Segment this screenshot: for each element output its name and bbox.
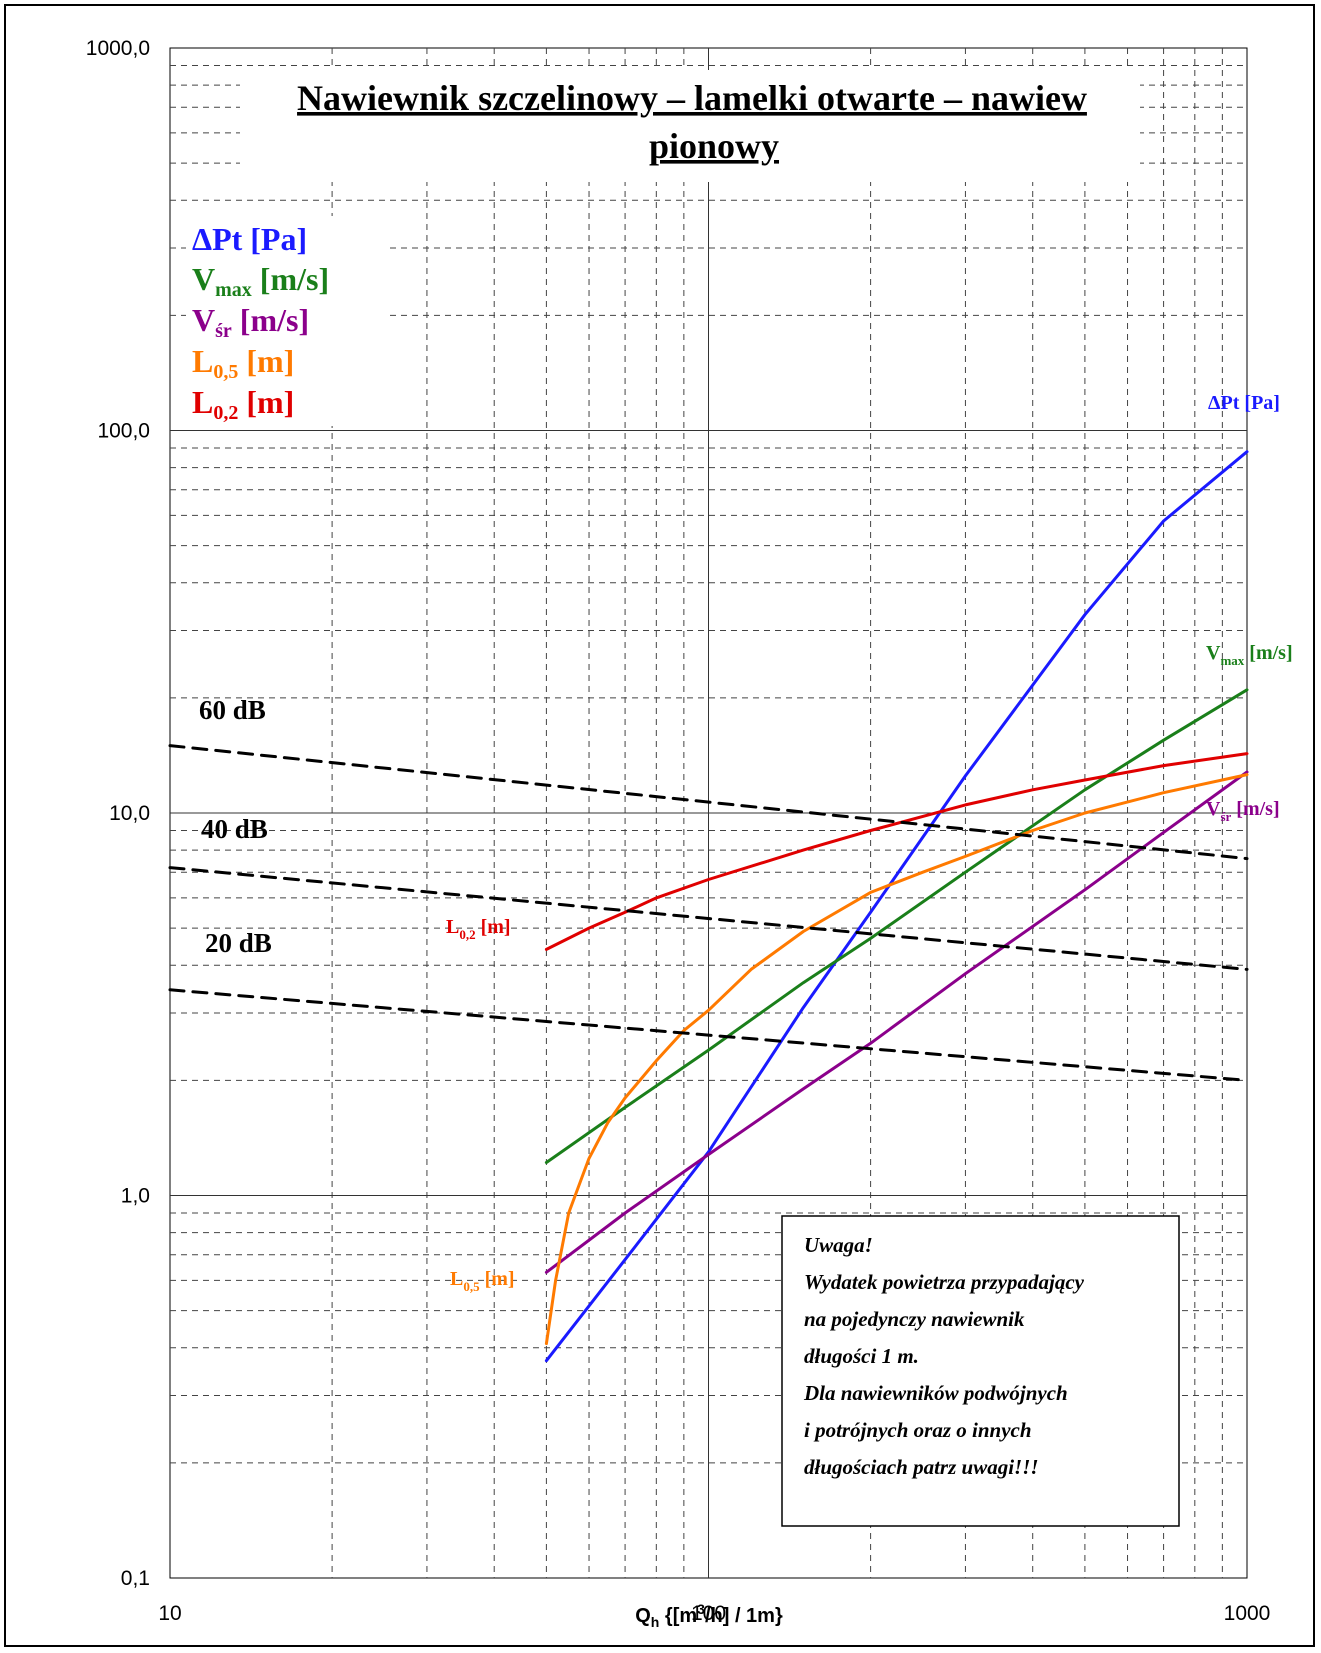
legend-entry-main: V: [192, 302, 215, 338]
title-line-2: pionowy: [649, 126, 779, 166]
x-axis-title-rest1: {[m: [659, 1605, 697, 1627]
legend-entry-unit: [m/s]: [252, 261, 329, 297]
curve-end-label: L0,2 [m]: [446, 916, 511, 942]
x-axis-title-rest2: /h] / 1m}: [705, 1605, 783, 1627]
legend-entry-sub: max: [215, 279, 252, 301]
chart-title: Nawiewnik szczelinowy – lamelki otwarte …: [240, 70, 1140, 182]
chart-frame: [4, 4, 1315, 1647]
curve-end-label-unit: [m/s]: [1231, 798, 1279, 820]
curve-end-label-main: V: [1206, 798, 1221, 820]
curve-end-label-unit: [Pa]: [1239, 392, 1280, 414]
title-background: [240, 70, 1140, 182]
curve-end-label-unit: [m/s]: [1244, 642, 1292, 664]
x-axis-title: Qh {[m3/h] / 1m}: [635, 1601, 783, 1630]
title-line-1: Nawiewnik szczelinowy – lamelki otwarte …: [297, 78, 1087, 118]
curve-end-label-sub: 0,5: [463, 1279, 480, 1294]
series-line: [544, 450, 1249, 1363]
series-line: [544, 770, 1249, 1274]
curve-end-label: Vśr [m/s]: [1206, 798, 1280, 824]
note-line: na pojedynczy nawiewnik: [804, 1307, 1025, 1331]
legend: ΔPt [Pa]Vmax [m/s]Vśr [m/s]L0,5 [m]L0,2 …: [192, 221, 329, 424]
note-box: Uwaga! Wydatek powietrza przypadający na p…: [781, 1215, 1180, 1527]
curve-end-label-sub: 0,2: [459, 927, 475, 942]
curve-end-label-sub: śr: [1220, 809, 1231, 824]
curve-end-label-unit: [m]: [480, 1268, 515, 1290]
legend-entry-main: V: [192, 261, 215, 297]
db-line: [168, 744, 1249, 861]
legend-entry: L0,5 [m]: [192, 343, 294, 383]
curve-end-labels: ΔPt [Pa]Vmax [m/s]Vśr [m/s]L0,2 [m]L0,5 …: [446, 392, 1293, 1294]
y-tick-label: 0,1: [121, 1567, 150, 1590]
legend-entry: ΔPt [Pa]: [192, 221, 307, 257]
series-line: [544, 688, 1249, 1164]
curve-end-label: Vmax [m/s]: [1206, 642, 1293, 668]
axis-ticks: 10 100 1000 0,1 1,0 10,0 100,0 1000,0: [86, 37, 1271, 1625]
db-line: [168, 988, 1249, 1082]
curve-end-label-main: V: [1206, 642, 1221, 664]
legend-entry-unit: [m]: [238, 343, 294, 379]
x-tick-label: 100: [691, 1602, 726, 1625]
curve-end-label-main: ΔPt: [1208, 392, 1240, 414]
note-line: Dla nawiewników podwójnych: [803, 1381, 1068, 1405]
note-line: długości 1 m.: [804, 1344, 919, 1368]
note-line: długościach patrz uwagi!!!: [804, 1455, 1039, 1479]
curve-end-label: ΔPt [Pa]: [1208, 392, 1280, 414]
db-label: 60 dB: [199, 695, 266, 725]
legend-entry: Vśr [m/s]: [192, 302, 309, 342]
db-labels: 60 dB 40 dB 20 dB: [199, 695, 272, 958]
note-line: Uwaga!: [804, 1233, 873, 1257]
x-tick-label: 1000: [1224, 1602, 1271, 1625]
legend-entry-sub: 0,2: [213, 402, 238, 424]
y-tick-label: 1000,0: [86, 37, 150, 60]
series-line: [544, 773, 1249, 1346]
note-border: [781, 1215, 1180, 1527]
y-tick-label: 1,0: [121, 1185, 150, 1208]
x-axis-title-sub: h: [651, 1614, 660, 1630]
curve-end-label-unit: [m]: [476, 916, 511, 938]
db-label: 20 dB: [205, 928, 272, 958]
db-line: [168, 866, 1249, 971]
legend-entry-unit: [m]: [238, 384, 294, 420]
series-lines: [168, 450, 1249, 1363]
legend-entry-main: ΔPt: [192, 221, 243, 257]
legend-entry-unit: [Pa]: [242, 221, 307, 257]
note-line: i potrójnych oraz o innych: [804, 1418, 1032, 1442]
y-tick-label: 10,0: [109, 802, 150, 825]
curve-end-label-sub: max: [1220, 653, 1244, 668]
legend-background: [186, 216, 386, 426]
curve-end-label: L0,5 [m]: [450, 1268, 515, 1294]
db-label: 40 dB: [201, 814, 268, 844]
legend-entry-sub: śr: [215, 320, 232, 342]
legend-entry-sub: 0,5: [213, 361, 238, 383]
legend-entry: L0,2 [m]: [192, 384, 294, 424]
x-tick-label: 10: [158, 1602, 181, 1625]
x-axis-title-main: Q: [635, 1605, 651, 1627]
curve-end-label-main: L: [450, 1268, 463, 1290]
x-axis-title-sup: 3: [697, 1601, 705, 1617]
legend-entry: Vmax [m/s]: [192, 261, 329, 301]
y-tick-label: 100,0: [97, 420, 150, 443]
note-line: Wydatek powietrza przypadający: [804, 1270, 1085, 1294]
legend-entry-main: L: [192, 343, 213, 379]
legend-entry-unit: [m/s]: [232, 302, 309, 338]
curve-end-label-main: L: [446, 916, 459, 938]
legend-entry-main: L: [192, 384, 213, 420]
series-line: [544, 752, 1249, 951]
